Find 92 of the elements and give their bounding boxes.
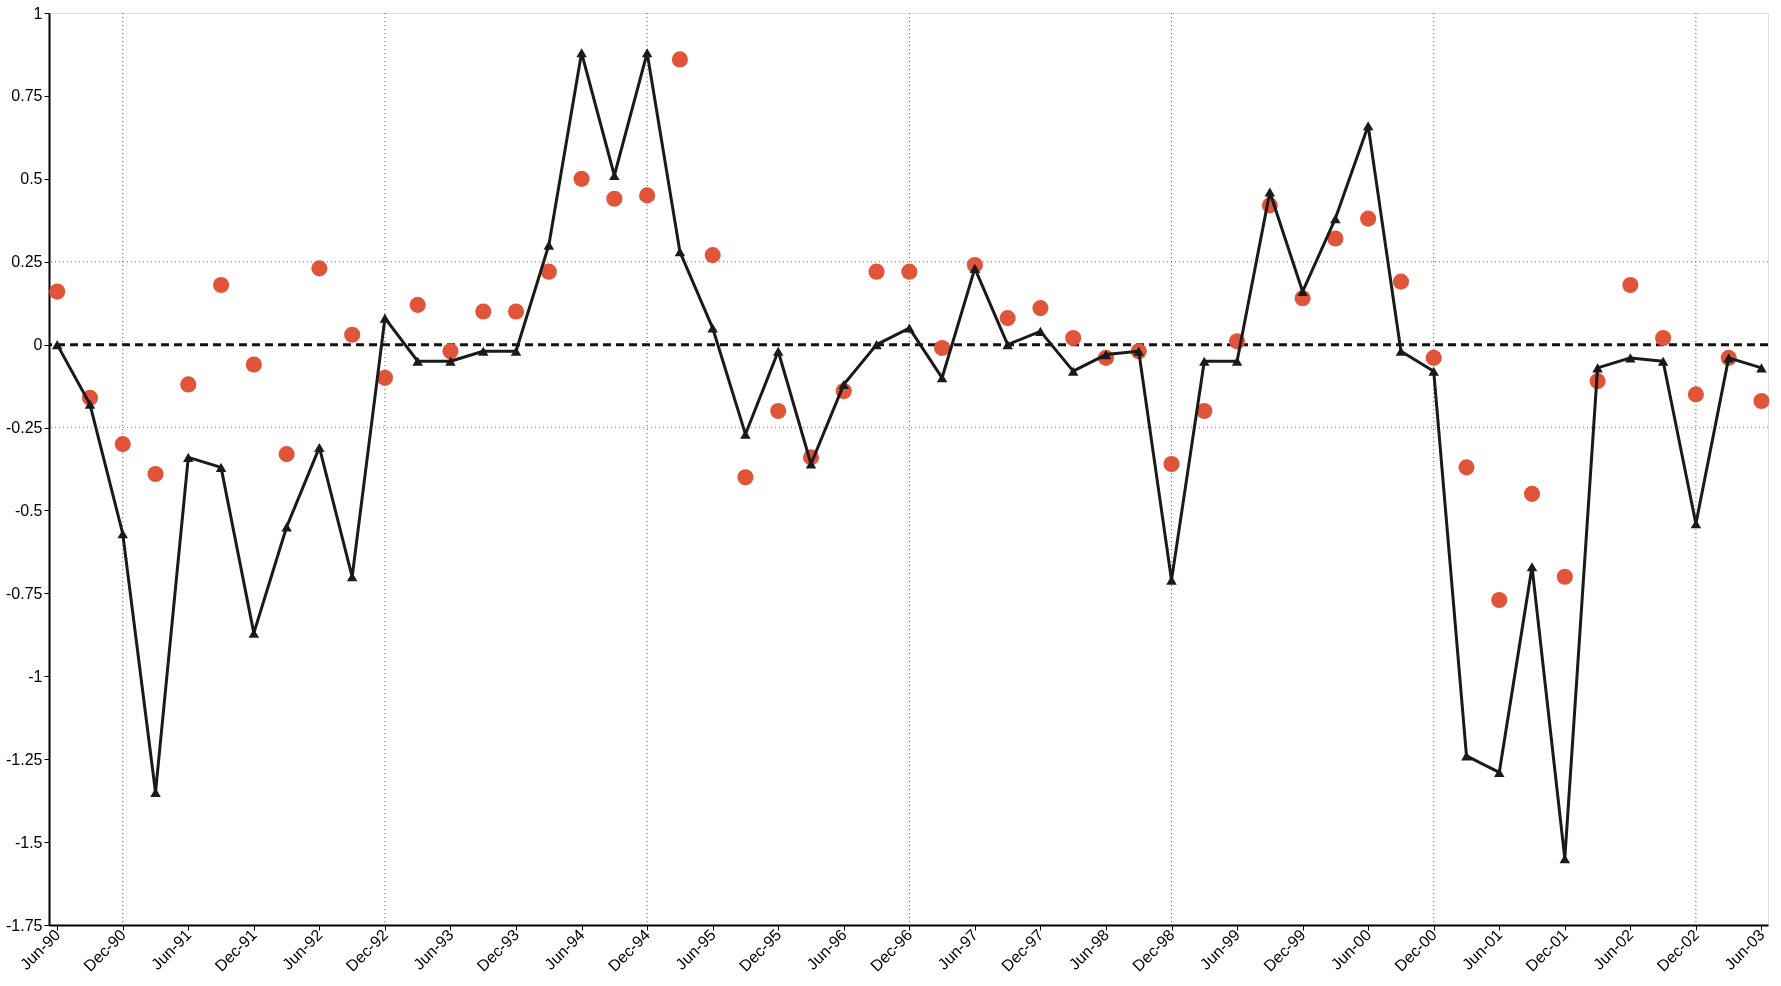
y-tick-label: 0 (33, 336, 43, 354)
point (576, 48, 587, 58)
point (1494, 767, 1505, 777)
point (1330, 214, 1341, 224)
point (180, 376, 197, 393)
point (936, 373, 948, 383)
point (901, 263, 918, 280)
point (1461, 751, 1472, 761)
point (1297, 287, 1308, 297)
point (1035, 326, 1046, 336)
y-tick-label: -1.75 (6, 916, 43, 934)
y-tick-label: 0.5 (20, 170, 43, 188)
y-tick-label: 1 (33, 4, 43, 22)
point (1264, 187, 1276, 197)
point (445, 356, 456, 366)
point (871, 340, 882, 350)
point (49, 283, 66, 300)
point (344, 326, 361, 343)
point (213, 276, 230, 293)
point (215, 462, 227, 472)
point (838, 379, 850, 389)
y-tick-label: -0.25 (6, 419, 43, 437)
point (772, 346, 784, 356)
point (1592, 363, 1603, 373)
point (770, 402, 787, 420)
point (379, 313, 391, 323)
point (311, 260, 328, 277)
point (51, 340, 63, 350)
point (1657, 356, 1669, 366)
point (1196, 402, 1213, 420)
y-tick-label: -0.75 (6, 584, 43, 602)
point (1067, 366, 1079, 376)
point (904, 323, 915, 333)
point (278, 446, 295, 463)
point (1526, 562, 1538, 572)
point (510, 346, 522, 356)
point (1392, 273, 1409, 290)
point (314, 442, 325, 452)
point (1655, 329, 1672, 347)
y-tick-label: -0.5 (14, 501, 43, 519)
point (1523, 485, 1541, 502)
y-tick-label: 0.25 (11, 253, 43, 271)
point (507, 303, 525, 320)
y-tick-label: -1.25 (6, 750, 43, 768)
point (475, 303, 492, 320)
point (934, 339, 951, 356)
point (1065, 329, 1082, 347)
point (868, 263, 885, 280)
point (114, 436, 131, 453)
point (1428, 366, 1439, 376)
point (117, 529, 128, 539)
point (147, 465, 164, 483)
point (245, 356, 262, 373)
point (999, 310, 1016, 327)
point (1032, 300, 1049, 317)
y-tick-label: -1 (28, 667, 43, 685)
point (1002, 340, 1013, 350)
point (707, 323, 718, 333)
point (412, 356, 423, 366)
point (573, 170, 590, 187)
point (1362, 121, 1374, 131)
point (1622, 276, 1639, 293)
point (540, 263, 557, 280)
point (1395, 346, 1407, 356)
point (606, 190, 623, 207)
point (1556, 568, 1573, 585)
point (674, 247, 686, 257)
point (671, 51, 688, 68)
point (1199, 356, 1210, 366)
point (478, 346, 489, 356)
point (641, 48, 653, 58)
point (409, 296, 426, 313)
point (84, 399, 96, 409)
point (1753, 392, 1770, 410)
point (1756, 363, 1767, 373)
point (1491, 591, 1508, 609)
point (1327, 230, 1344, 247)
y-tick-label: -1.5 (14, 833, 43, 851)
point (376, 369, 393, 386)
point (737, 469, 754, 486)
point (704, 247, 721, 264)
point (442, 343, 459, 360)
point (1425, 349, 1442, 366)
point (281, 522, 292, 532)
y-tick-label: 0.75 (11, 87, 43, 105)
point (1687, 386, 1704, 403)
point (1458, 459, 1475, 476)
point (1360, 210, 1377, 227)
point (1163, 455, 1180, 473)
point (183, 452, 194, 462)
point (639, 187, 656, 204)
point (1231, 356, 1243, 366)
